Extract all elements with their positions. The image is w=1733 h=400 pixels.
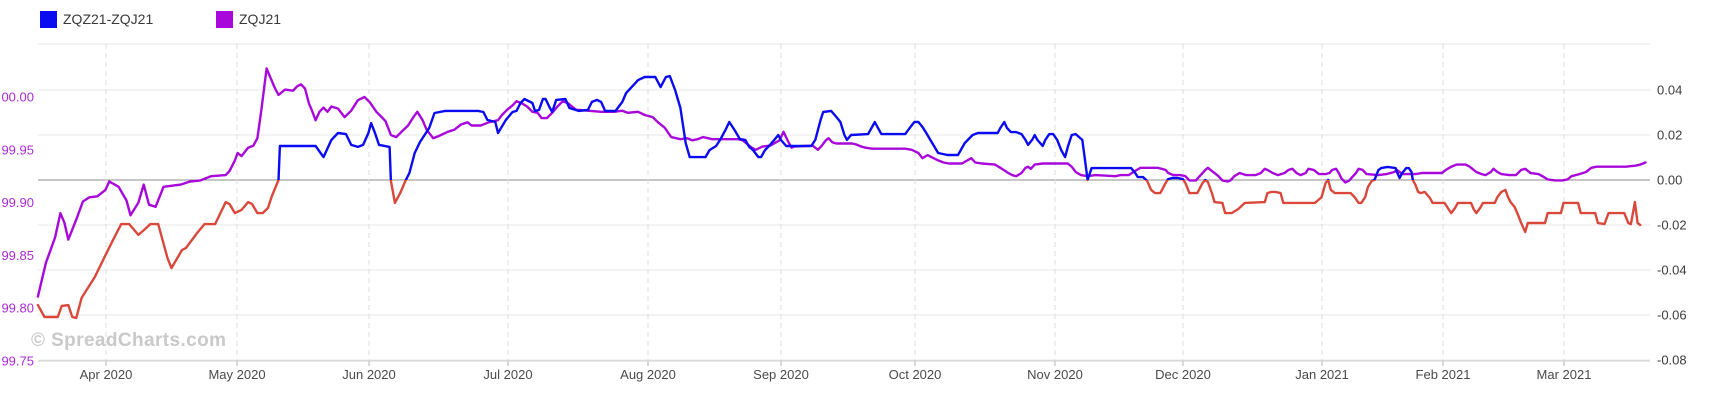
y-right-tick-label: -0.08 (1657, 353, 1687, 368)
x-tick-label: May 2020 (208, 367, 265, 382)
series-zqj21-line[interactable] (36, 67, 1647, 298)
y-right-tick-label: -0.04 (1657, 263, 1687, 278)
x-tick-label: Jul 2020 (483, 367, 532, 382)
legend-label-spread: ZQZ21-ZQJ21 (63, 11, 154, 27)
x-tick-label: Jan 2021 (1295, 367, 1349, 382)
y-right-tick-label: 0.00 (1657, 173, 1682, 188)
y-right-tick-label: 0.04 (1657, 83, 1682, 98)
x-tick-label: Apr 2020 (80, 367, 133, 382)
x-tick-label: Feb 2021 (1416, 367, 1471, 382)
watermark: © SpreadCharts.com (31, 330, 227, 351)
y-left-tick-label: 99.80 (1, 301, 34, 316)
y-right-tick-label: -0.02 (1657, 218, 1687, 233)
y-left-tick-label: 99.90 (1, 195, 34, 210)
y-left-tick-label: 00.00 (1, 90, 34, 105)
chart-legend: ZQZ21-ZQJ21 ZQJ21 (0, 0, 1733, 34)
y-left-tick-label: 99.85 (1, 248, 34, 263)
y-left-tick-label: 99.95 (1, 142, 34, 157)
x-tick-label: Oct 2020 (889, 367, 942, 382)
series-spread-below-zero-line[interactable] (36, 76, 1642, 320)
x-tick-label: Nov 2020 (1027, 367, 1083, 382)
x-tick-label: Mar 2021 (1537, 367, 1592, 382)
series-spread-above-zero-line[interactable] (38, 74, 1640, 318)
x-tick-label: Jun 2020 (342, 367, 396, 382)
y-left-tick-label: 99.75 (1, 354, 34, 369)
legend-swatch-zqj21-icon (216, 11, 233, 28)
x-tick-label: Sep 2020 (753, 367, 809, 382)
legend-label-zqj21: ZQJ21 (239, 11, 282, 27)
legend-item-zqj21[interactable]: ZQJ21 (216, 11, 281, 28)
legend-swatch-spread-icon (40, 11, 57, 28)
x-tick-label: Dec 2020 (1155, 367, 1211, 382)
x-tick-label: Aug 2020 (620, 367, 676, 382)
legend-item-spread[interactable]: ZQZ21-ZQJ21 (40, 11, 153, 28)
y-right-tick-label: 0.02 (1657, 128, 1682, 143)
y-right-tick-label: -0.06 (1657, 308, 1687, 323)
